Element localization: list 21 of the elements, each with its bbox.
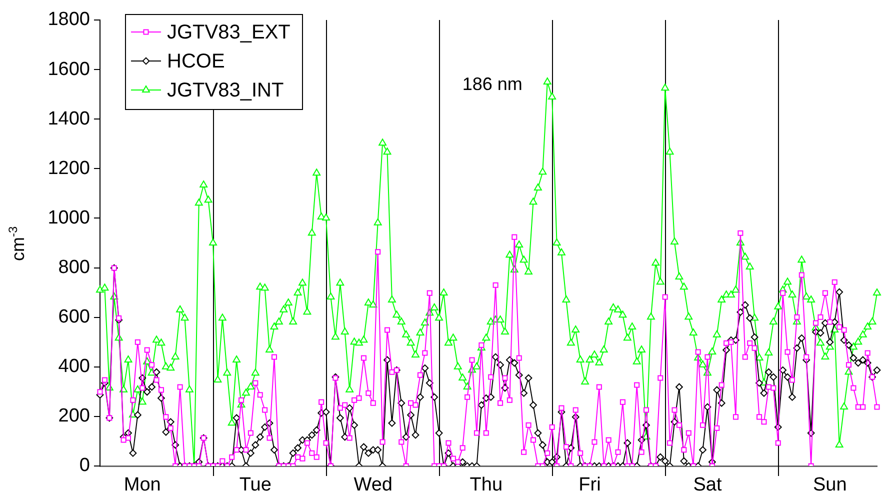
x-tick-label: Mon xyxy=(124,474,161,496)
y-tick-label: 1200 xyxy=(48,158,90,179)
y-tick-label: 1400 xyxy=(48,108,90,130)
legend-label: HCOE xyxy=(167,50,225,73)
x-tick-label: Fri xyxy=(578,474,601,496)
y-tick-label: 1800 xyxy=(48,9,90,30)
x-tick-label: Sun xyxy=(813,474,847,496)
y-tick-label: 800 xyxy=(58,257,90,278)
y-tick-label: 200 xyxy=(58,406,90,427)
y-tick-label: 400 xyxy=(58,356,90,378)
legend-label: JGTV83_INT xyxy=(167,80,284,102)
y-tick-label: 0 xyxy=(79,455,90,476)
x-tick-label: Sat xyxy=(693,474,722,496)
annotation: 186 nm xyxy=(462,74,522,94)
y-tick-label: 1600 xyxy=(48,58,90,80)
x-tick-label: Thu xyxy=(470,474,503,496)
legend-label: JGTV83_EXT xyxy=(167,22,290,44)
y-tick-label: 1000 xyxy=(48,207,90,228)
x-tick-label: Wed xyxy=(354,474,392,496)
y-tick-label: 600 xyxy=(58,306,90,328)
x-tick-label: Tue xyxy=(239,474,272,496)
